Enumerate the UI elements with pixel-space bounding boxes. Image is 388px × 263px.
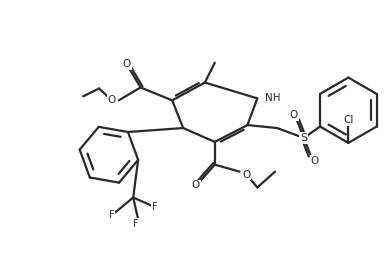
Text: F: F [133,219,139,229]
Text: Cl: Cl [343,115,353,125]
Text: O: O [290,110,298,120]
Text: O: O [108,95,116,105]
Text: S: S [300,133,307,143]
Text: O: O [192,180,200,190]
Text: O: O [310,156,319,166]
Text: O: O [123,59,131,69]
Text: NH: NH [265,93,281,103]
Text: F: F [109,210,114,220]
Text: F: F [152,203,158,213]
Text: O: O [242,170,251,180]
